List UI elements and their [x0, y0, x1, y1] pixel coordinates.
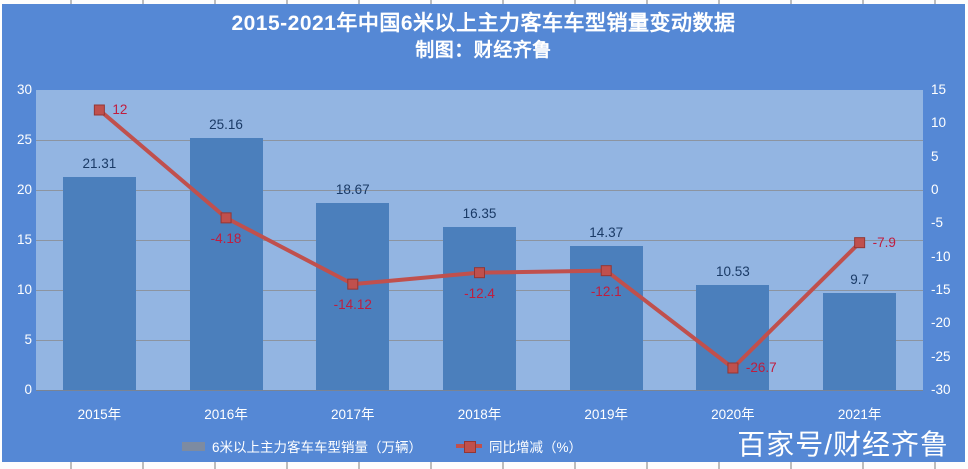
legend-label-sales: 6米以上主力客车车型销量（万辆） [211, 440, 422, 455]
line-marker [727, 362, 739, 374]
line-series-swatch-icon [456, 441, 482, 453]
legend: 6米以上主力客车车型销量（万辆） 同比增减（%） [2, 436, 762, 456]
x-axis-label: 2019年 [584, 407, 628, 422]
bar-value-label: 10.53 [716, 263, 750, 279]
bar-value-label: 21.31 [82, 155, 117, 171]
right-axis-tick: -10 [931, 248, 951, 264]
right-axis-tick: -20 [931, 315, 951, 331]
line-marker [474, 267, 485, 279]
line-marker [854, 237, 866, 249]
x-axis-label: 2015年 [77, 407, 122, 422]
line-marker [220, 212, 232, 224]
line-value-label: -12.4 [464, 285, 495, 301]
legend-item-yoy: 同比增减（%） [456, 436, 582, 456]
bar-2021年 [823, 293, 897, 390]
line-marker [347, 278, 359, 290]
chart-title-line1: 2015-2021年中国6米以上主力客车车型销量变动数据 [231, 12, 736, 35]
right-axis-tick: 15 [931, 82, 947, 97]
right-axis-tick: -30 [931, 382, 951, 397]
right-axis-tick: -5 [931, 215, 944, 231]
line-value-label: -14.12 [333, 297, 372, 313]
line-value-label: -4.18 [210, 230, 242, 246]
left-axis-tick: 15 [16, 232, 32, 247]
bar-2018年 [443, 226, 516, 390]
line-value-label: 12 [112, 102, 128, 117]
spreadsheet-bottom-edge [0, 462, 968, 469]
legend-item-sales: 6米以上主力客车车型销量（万辆） [181, 436, 422, 456]
bar-value-label: 18.67 [335, 182, 370, 198]
bar-series-swatch-icon [181, 441, 205, 451]
right-axis-tick: -15 [931, 282, 951, 297]
bar-2015年 [62, 176, 136, 390]
legend-label-yoy: 同比增减（%） [489, 440, 583, 455]
line-marker [93, 104, 105, 116]
bar-2016年 [189, 138, 263, 390]
right-axis-tick: 5 [931, 148, 939, 164]
chart-title-line2: 制图：财经齐鲁 [415, 40, 552, 61]
x-axis-label: 2018年 [457, 407, 502, 422]
x-axis-label: 2021年 [837, 407, 882, 422]
left-axis-tick: 30 [16, 82, 32, 97]
chart: 2015-2021年中国6米以上主力客车车型销量变动数据 制图：财经齐鲁 21.… [2, 4, 965, 462]
line-value-label: -26.7 [745, 360, 777, 375]
bar-value-label: 14.37 [589, 225, 624, 241]
bar-value-label: 25.16 [209, 117, 243, 133]
bar-value-label: 9.7 [850, 272, 870, 287]
x-axis-label: 2020年 [711, 407, 755, 422]
left-axis-tick: 0 [24, 382, 32, 397]
line-value-label: -7.9 [872, 234, 896, 250]
yoy-line-series [93, 104, 866, 374]
line-marker-icon [464, 441, 476, 453]
gridline [36, 140, 923, 141]
left-axis-tick: 25 [16, 132, 32, 147]
chart-title: 2015-2021年中国6米以上主力客车车型销量变动数据 制图：财经齐鲁 [2, 10, 965, 64]
right-axis-tick: -25 [931, 348, 951, 364]
left-axis-tick: 5 [24, 332, 32, 347]
line-marker [600, 265, 612, 277]
left-axis-tick: 20 [16, 182, 32, 197]
bar-value-label: 16.35 [462, 205, 497, 221]
right-axis-tick: 0 [931, 182, 939, 197]
line-value-label: -12.1 [590, 283, 622, 299]
right-axis-tick: 10 [931, 115, 947, 131]
x-axis-label: 2016年 [204, 407, 248, 422]
left-axis-tick: 10 [16, 282, 32, 297]
spreadsheet-top-edge [0, 0, 968, 4]
watermark: 百家号/财经齐鲁 [737, 429, 949, 460]
bar-2017年 [316, 203, 390, 390]
x-axis-label: 2017年 [331, 407, 375, 422]
plot-area: 21.31 25.16 18.67 16.35 14.37 10.53 9.7 12 -4.18… [36, 90, 923, 391]
gridline [36, 190, 923, 191]
